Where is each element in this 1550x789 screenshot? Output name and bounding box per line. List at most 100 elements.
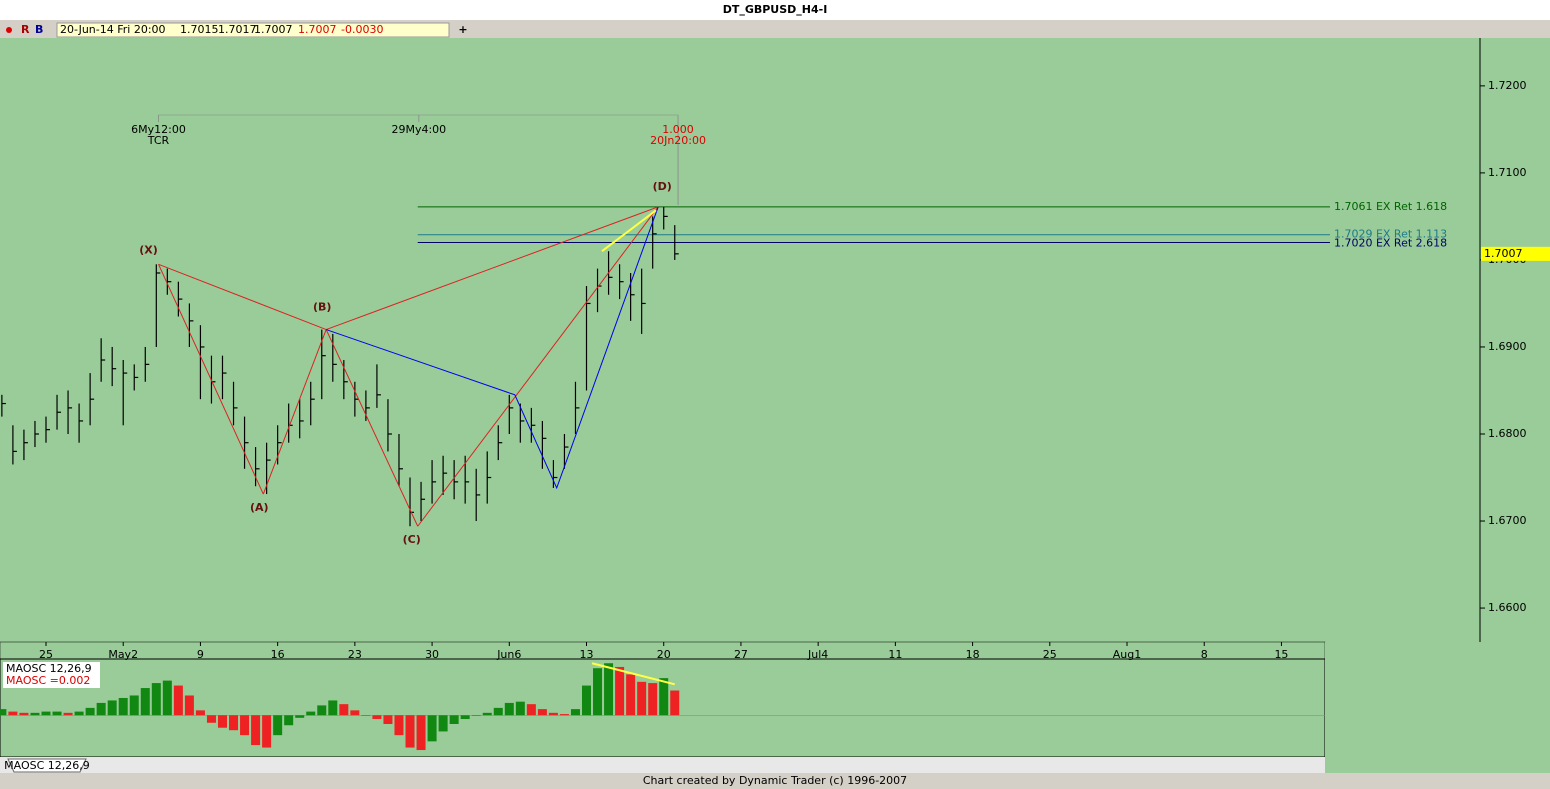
x-tick-label: Aug1 <box>1113 648 1141 661</box>
x-tick-label: 27 <box>734 648 748 661</box>
osc-bar <box>460 715 470 720</box>
divergence-line <box>601 209 657 253</box>
pattern-line <box>326 206 659 331</box>
osc-bar <box>195 710 205 716</box>
quote-change: -0.0030 <box>341 23 383 36</box>
time-marker-label: 29My4:00 <box>391 123 446 136</box>
quote-high: 1.7017 <box>218 23 257 36</box>
osc-bar <box>129 695 139 716</box>
osc-bar <box>372 715 382 720</box>
window-title: DT_GBPUSD_H4-I <box>723 3 828 16</box>
osc-bar <box>615 666 625 716</box>
osc-bar <box>339 704 349 716</box>
flag-b[interactable]: B <box>35 23 43 36</box>
osc-bar <box>262 715 272 748</box>
time-marker-label: TCR <box>147 134 170 147</box>
osc-bar <box>637 681 647 716</box>
add-button[interactable]: + <box>458 23 467 36</box>
osc-bar <box>361 715 371 716</box>
osc-bar <box>670 690 680 716</box>
y-tick-label: 1.6600 <box>1488 601 1527 614</box>
x-tick-label: 25 <box>1043 648 1057 661</box>
time-marker-label: 1.000 <box>662 123 694 136</box>
x-tick-label: 9 <box>197 648 204 661</box>
y-tick-label: 1.6700 <box>1488 514 1527 527</box>
osc-divergence <box>591 662 675 686</box>
osc-bar <box>251 715 261 746</box>
level-label: 1.7020 EX Ret 2.618 <box>1334 237 1447 250</box>
osc-bar <box>184 695 194 716</box>
osc-bar <box>273 715 283 736</box>
y-tick-label: 1.6900 <box>1488 340 1527 353</box>
osc-legend-box <box>3 662 100 688</box>
osc-bar <box>74 711 84 716</box>
footer-text: Chart created by Dynamic Trader (c) 1996… <box>643 774 907 787</box>
osc-bar <box>559 714 569 716</box>
pattern-line <box>158 263 327 331</box>
level-label: 1.7029 EX Ret 1.113 <box>1334 228 1447 241</box>
quote-date: 20-Jun-14 Fri 20:00 <box>60 23 166 36</box>
price-panel <box>0 38 1480 642</box>
flag-r[interactable]: R <box>21 23 30 36</box>
plot: 1.66001.67001.68001.69001.70001.71001.72… <box>0 79 1550 751</box>
tab[interactable] <box>7 758 87 773</box>
osc-bar <box>438 715 448 732</box>
blue-path <box>326 206 659 490</box>
osc-bar <box>648 683 658 716</box>
blank-area <box>1325 642 1550 773</box>
time-marker-label: 6My12:00 <box>131 123 186 136</box>
x-tick-label: 11 <box>888 648 902 661</box>
osc-bar <box>151 683 161 716</box>
pattern-line <box>417 206 659 527</box>
quote-open: 1.7015 <box>180 23 219 36</box>
osc-bar <box>217 715 227 728</box>
osc-bar <box>471 715 481 716</box>
osc-bar <box>604 663 614 716</box>
osc-bar <box>306 711 316 716</box>
osc-bar <box>350 710 360 716</box>
quote-box <box>56 22 450 38</box>
time-marker-label: 20Jn20:00 <box>650 134 706 147</box>
x-tick-label: Jun6 <box>496 648 521 661</box>
osc-bar <box>118 697 128 716</box>
status-dot <box>6 27 12 33</box>
quote-close: 1.7007 <box>298 23 337 36</box>
x-tick-label: 20 <box>657 648 671 661</box>
osc-bar <box>107 700 117 716</box>
x-tick-label: Jul4 <box>807 648 828 661</box>
osc-bar <box>30 712 40 716</box>
osc-bar <box>240 715 250 736</box>
x-tick-label: 30 <box>425 648 439 661</box>
osc-bar <box>19 712 29 716</box>
osc-bar <box>405 715 415 748</box>
osc-name: MAOSC 12,26,9 <box>6 662 92 675</box>
pattern-label: (B) <box>313 301 331 314</box>
footer <box>0 773 1550 789</box>
osc-bar <box>493 707 503 716</box>
osc-bar <box>626 674 636 716</box>
osc-bar <box>526 704 536 716</box>
osc-bar <box>449 715 459 724</box>
osc-bar <box>548 712 558 716</box>
osc-bar <box>295 715 305 718</box>
osc-bar <box>593 668 603 716</box>
pattern-label: (D) <box>653 180 672 193</box>
osc-bar <box>96 702 106 716</box>
osc-bar <box>427 715 437 742</box>
osc-bar <box>582 685 592 716</box>
osc-bar <box>52 711 62 716</box>
osc-bar <box>173 685 183 716</box>
osc-bar <box>85 707 95 716</box>
x-tick-label: 13 <box>580 648 594 661</box>
osc-bar <box>0 709 7 716</box>
pattern-label: (C) <box>403 533 421 546</box>
osc-bar <box>328 700 338 716</box>
osc-bar <box>8 711 18 716</box>
osc-bar <box>515 701 525 716</box>
x-tick-label: 23 <box>348 648 362 661</box>
osc-bar <box>482 712 492 716</box>
y-tick-label: 1.7100 <box>1488 166 1527 179</box>
tab-strip <box>0 757 1325 773</box>
tab-label[interactable]: MAOSC 12,26,9 <box>4 759 90 772</box>
osc-bar <box>317 705 327 716</box>
